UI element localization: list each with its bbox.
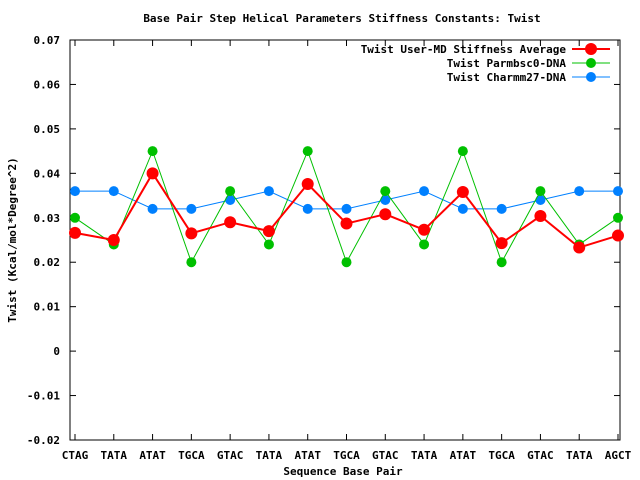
legend-marker [585, 43, 597, 55]
data-point [419, 239, 430, 250]
legend-marker [586, 72, 596, 82]
x-tick-label: TGCA [333, 449, 360, 462]
data-point [535, 186, 546, 197]
x-tick-label: TATA [256, 449, 283, 462]
data-point [419, 186, 430, 197]
x-tick-label: AGCT [605, 449, 632, 462]
data-point [301, 178, 314, 190]
data-point [457, 146, 468, 157]
x-tick-label: GTAC [527, 449, 554, 462]
data-point [495, 237, 508, 250]
data-point [573, 241, 586, 254]
series-2 [70, 186, 623, 214]
data-point [147, 203, 158, 214]
data-point [263, 186, 274, 197]
data-point [70, 186, 80, 197]
data-point [574, 186, 585, 197]
y-tick-label: 0.02 [34, 256, 61, 269]
y-tick-label: 0.06 [34, 78, 61, 91]
data-point [379, 208, 392, 221]
y-axis: -0.02 -0.01 0 0.01 0.02 0.03 0.04 0.05 0.06 0.07 [27, 34, 620, 447]
x-tick-label: TATA [411, 449, 438, 462]
data-point [70, 212, 80, 223]
x-tick-label: ATAT [294, 449, 321, 462]
legend-marker [586, 58, 596, 68]
x-tick-label: ATAT [450, 449, 477, 462]
data-point [146, 167, 159, 180]
x-tick-label: GTAC [372, 449, 399, 462]
series-layer [69, 146, 624, 268]
data-point [186, 203, 197, 214]
data-point [224, 216, 237, 229]
data-point [147, 146, 158, 157]
chart-title: Base Pair Step Helical Parameters Stiffn… [143, 12, 540, 25]
data-point [186, 257, 197, 268]
data-point [418, 223, 431, 236]
x-axis-label: Sequence Base Pair [283, 465, 403, 478]
data-point [496, 257, 507, 268]
legend-label: Twist Parmbsc0-DNA [447, 57, 567, 70]
y-tick-label: -0.02 [27, 434, 60, 447]
data-point [108, 186, 119, 197]
x-tick-label: TGCA [488, 449, 515, 462]
x-axis: CTAG TATA ATAT TGCA GTAC TATA ATAT TGCA GTAC TATA… [62, 40, 632, 462]
data-point [535, 195, 546, 205]
x-tick-label: TATA [101, 449, 128, 462]
y-axis-label: Twist (Kcal/mol*Degree^2) [6, 157, 19, 323]
data-point [185, 227, 198, 240]
x-tick-label: ATAT [139, 449, 166, 462]
data-point [613, 186, 623, 197]
x-tick-label: CTAG [62, 449, 89, 462]
data-point [263, 239, 274, 250]
legend-label: Twist User-MD Stiffness Average [361, 43, 567, 56]
data-point [225, 195, 236, 205]
data-point [341, 203, 352, 214]
data-point [496, 203, 507, 214]
data-point [302, 203, 313, 214]
x-tick-label: GTAC [217, 449, 244, 462]
data-point [107, 234, 120, 246]
x-tick-label: TATA [566, 449, 593, 462]
data-point [613, 212, 623, 223]
y-tick-label: 0.04 [34, 167, 61, 180]
data-point [262, 225, 275, 238]
data-point [456, 186, 469, 198]
legend-label: Twist Charmm27-DNA [447, 71, 567, 84]
series-0 [69, 167, 624, 254]
data-point [69, 226, 81, 239]
data-point [612, 229, 624, 242]
x-tick-label: TGCA [178, 449, 205, 462]
data-point [302, 146, 313, 157]
data-point [341, 257, 352, 268]
data-point [380, 195, 391, 205]
y-tick-label: -0.01 [27, 390, 60, 403]
data-point [225, 186, 236, 197]
data-point [457, 203, 468, 214]
data-point [534, 210, 547, 222]
y-tick-label: 0.05 [34, 123, 61, 136]
y-tick-label: 0 [53, 345, 60, 358]
data-point [340, 217, 353, 230]
y-tick-label: 0.01 [34, 301, 61, 314]
data-point [380, 186, 391, 197]
plot-area-frame [69, 39, 621, 441]
y-tick-label: 0.07 [34, 34, 61, 47]
y-tick-label: 0.03 [34, 212, 61, 225]
